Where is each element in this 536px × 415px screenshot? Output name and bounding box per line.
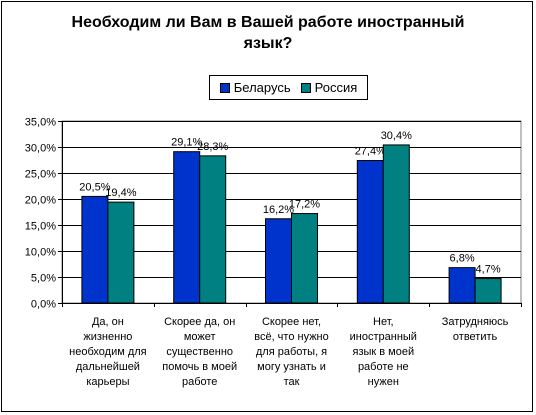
category-label-line: работе не	[358, 361, 409, 373]
y-tick-label: 15,0%	[25, 221, 56, 233]
category-label: Скорее нет, всё, что нужно для работы, я мо…	[254, 316, 329, 388]
data-label: 30,4%	[381, 130, 412, 142]
chart-title-line-2: язык?	[243, 35, 293, 52]
category-label-line: жизненно	[83, 331, 132, 343]
category-label-line: работе	[182, 376, 217, 388]
category-label: Нет, иностранный язык в моей работе не нужен	[350, 316, 417, 388]
chart-title-line-1: Необходим ли Вам в Вашей работе иностран…	[71, 14, 465, 31]
category-label: Да, он жизненно необходим для дальнейшей кар…	[69, 316, 147, 388]
category-label-line: дальнейшей	[76, 361, 140, 373]
category-label-line: помочь в моей	[162, 361, 237, 373]
category-label-line: Нет,	[373, 316, 394, 328]
y-tick-label: 20,0%	[25, 195, 56, 207]
category-label-line: необходим для	[69, 346, 147, 358]
legend-swatch-russia	[300, 82, 311, 93]
category-label-line: карьеры	[86, 376, 129, 388]
bar-russia	[199, 155, 227, 304]
category-label-line: Затрудняюсь	[442, 316, 509, 328]
y-tick-label: 10,0%	[25, 247, 56, 259]
bar-belarus	[173, 151, 201, 304]
bar-russia	[382, 144, 410, 304]
category-label-line: язык в моей	[352, 346, 414, 358]
category-label-line: Скорее нет,	[262, 316, 321, 328]
legend-item-russia: Россия	[300, 80, 358, 95]
y-tick-label: 5,0%	[31, 273, 56, 285]
category-label-line: могу узнать и	[257, 361, 326, 373]
y-tick-label: 35,0%	[25, 117, 56, 129]
data-label: 4,7%	[476, 264, 501, 276]
y-tick-label: 0,0%	[31, 299, 56, 311]
category-label-line: может	[184, 331, 216, 343]
legend-item-belarus: Беларусь	[219, 80, 291, 95]
category-label-line: нужен	[368, 376, 399, 388]
data-label: 20,5%	[79, 181, 110, 193]
category-label-line: всё, что нужно	[254, 331, 329, 343]
bar-belarus	[448, 267, 476, 304]
category-label-line: так	[284, 376, 300, 388]
data-label: 16,2%	[263, 204, 294, 216]
data-label: 6,8%	[450, 253, 475, 265]
bar-russia	[474, 278, 502, 304]
chart-title: Необходим ли Вам в Вашей работе иностран…	[40, 12, 496, 54]
bar-russia	[291, 213, 318, 304]
legend-label-russia: Россия	[314, 80, 358, 95]
bar-russia	[107, 201, 135, 304]
category-label-line: Скорее да, он	[164, 316, 235, 328]
category-label-line: Да, он	[92, 316, 124, 328]
category-label-line: ответить	[453, 331, 498, 343]
category-label: Скорее да, он может существенно помочь в мо…	[162, 316, 237, 388]
category-label-line: для работы, я	[256, 346, 327, 358]
data-label: 28,3%	[197, 141, 228, 153]
legend: Беларусь Россия	[209, 75, 368, 100]
data-label: 27,4%	[355, 146, 386, 158]
bar-belarus	[81, 195, 109, 304]
data-label: 17,2%	[289, 199, 320, 211]
bar-belarus	[356, 160, 384, 304]
category-label-line: иностранный	[350, 331, 417, 343]
data-label: 29,1%	[171, 137, 202, 149]
data-label: 19,4%	[105, 187, 136, 199]
category-label-line: существенно	[166, 346, 233, 358]
y-tick-label: 25,0%	[25, 169, 56, 181]
y-tick-label: 30,0%	[25, 143, 56, 155]
bar-belarus	[265, 218, 292, 304]
legend-swatch-belarus	[219, 82, 230, 93]
legend-label-belarus: Беларусь	[233, 80, 291, 95]
category-label: Затрудняюсь ответить	[442, 316, 509, 343]
